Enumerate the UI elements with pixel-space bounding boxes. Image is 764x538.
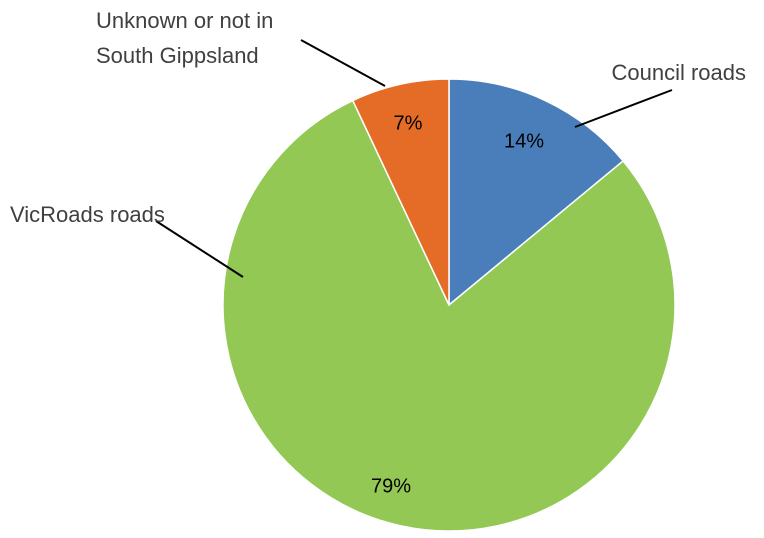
category-label-2: VicRoads roads xyxy=(10,202,165,227)
leader-line-1 xyxy=(574,89,673,128)
data-label-2: 79% xyxy=(371,475,411,497)
leader-line-3 xyxy=(300,39,386,87)
pie-slice-unknown-or-not-in-south-gippsland xyxy=(351,78,450,306)
data-label-1: 14% xyxy=(504,130,544,152)
slices-layer xyxy=(222,78,676,532)
leader-line-2 xyxy=(155,220,244,278)
category-label-1: Council roads xyxy=(611,60,746,85)
pie-slice-council-roads xyxy=(448,78,625,307)
leader-lines-layer xyxy=(155,39,673,278)
pie-slice-vicroads-roads xyxy=(222,99,676,532)
labels-layer: 14% Council roads 79% VicRoads roads 7% Unkno… xyxy=(10,8,746,497)
data-label-3: 7% xyxy=(394,112,423,134)
category-label-3: Unknown or not in South Gippsland xyxy=(96,8,273,68)
